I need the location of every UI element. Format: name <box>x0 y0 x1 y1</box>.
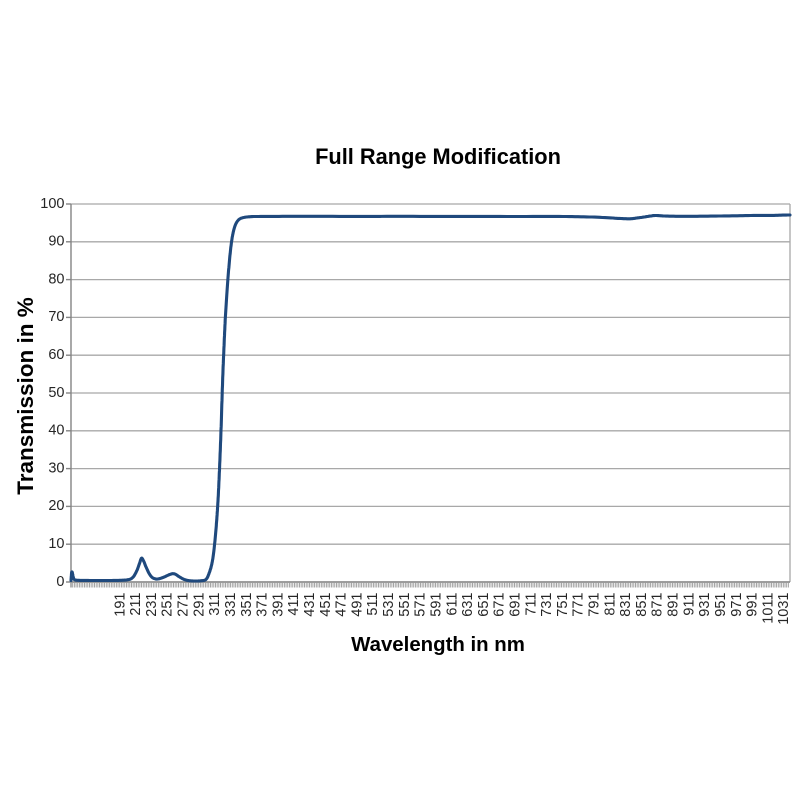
svg-text:911: 911 <box>681 593 697 616</box>
svg-text:811: 811 <box>602 593 618 616</box>
svg-text:651: 651 <box>476 593 492 617</box>
svg-text:60: 60 <box>48 347 64 363</box>
svg-text:251: 251 <box>160 593 176 617</box>
svg-text:50: 50 <box>48 385 64 401</box>
svg-text:531: 531 <box>381 593 397 617</box>
svg-text:471: 471 <box>334 593 350 617</box>
svg-text:851: 851 <box>634 593 650 617</box>
svg-text:351: 351 <box>239 593 255 617</box>
svg-text:231: 231 <box>144 593 160 617</box>
svg-text:611: 611 <box>444 593 460 616</box>
svg-text:591: 591 <box>428 593 444 617</box>
svg-text:211: 211 <box>128 593 144 616</box>
svg-text:271: 271 <box>176 593 192 617</box>
svg-text:291: 291 <box>191 593 207 617</box>
svg-text:571: 571 <box>413 593 429 617</box>
svg-text:711: 711 <box>523 593 539 616</box>
svg-text:431: 431 <box>302 593 318 617</box>
svg-text:20: 20 <box>48 498 64 514</box>
svg-text:871: 871 <box>650 593 666 617</box>
svg-text:691: 691 <box>508 593 524 617</box>
svg-text:671: 671 <box>492 593 508 617</box>
svg-text:191: 191 <box>112 593 128 617</box>
svg-text:411: 411 <box>286 593 302 616</box>
svg-text:80: 80 <box>48 271 64 287</box>
svg-text:991: 991 <box>745 593 761 617</box>
svg-text:311: 311 <box>207 593 223 616</box>
svg-text:371: 371 <box>255 593 271 617</box>
svg-text:Full Range Modification: Full Range Modification <box>315 144 561 169</box>
svg-text:10: 10 <box>48 536 64 552</box>
svg-text:100: 100 <box>40 196 64 212</box>
svg-text:731: 731 <box>539 593 555 617</box>
svg-text:391: 391 <box>270 593 286 617</box>
svg-text:971: 971 <box>729 593 745 617</box>
svg-text:831: 831 <box>618 593 634 617</box>
svg-text:891: 891 <box>666 593 682 617</box>
svg-text:Wavelength in nm: Wavelength in nm <box>351 634 525 656</box>
svg-text:491: 491 <box>349 593 365 617</box>
svg-text:30: 30 <box>48 460 64 476</box>
svg-text:1011: 1011 <box>760 593 776 624</box>
svg-text:451: 451 <box>318 593 334 617</box>
svg-text:951: 951 <box>713 593 729 617</box>
svg-text:931: 931 <box>697 593 713 617</box>
svg-text:751: 751 <box>555 593 571 617</box>
svg-text:771: 771 <box>571 593 587 617</box>
svg-text:551: 551 <box>397 593 413 617</box>
svg-text:0: 0 <box>56 574 64 590</box>
svg-text:90: 90 <box>48 234 64 250</box>
svg-text:70: 70 <box>48 309 64 325</box>
svg-text:631: 631 <box>460 593 476 617</box>
svg-text:Transmission in %: Transmission in % <box>13 297 38 495</box>
svg-text:1031: 1031 <box>776 593 792 625</box>
svg-text:40: 40 <box>48 423 64 439</box>
svg-text:331: 331 <box>223 593 239 617</box>
svg-text:511: 511 <box>365 593 381 616</box>
svg-text:791: 791 <box>587 593 603 617</box>
